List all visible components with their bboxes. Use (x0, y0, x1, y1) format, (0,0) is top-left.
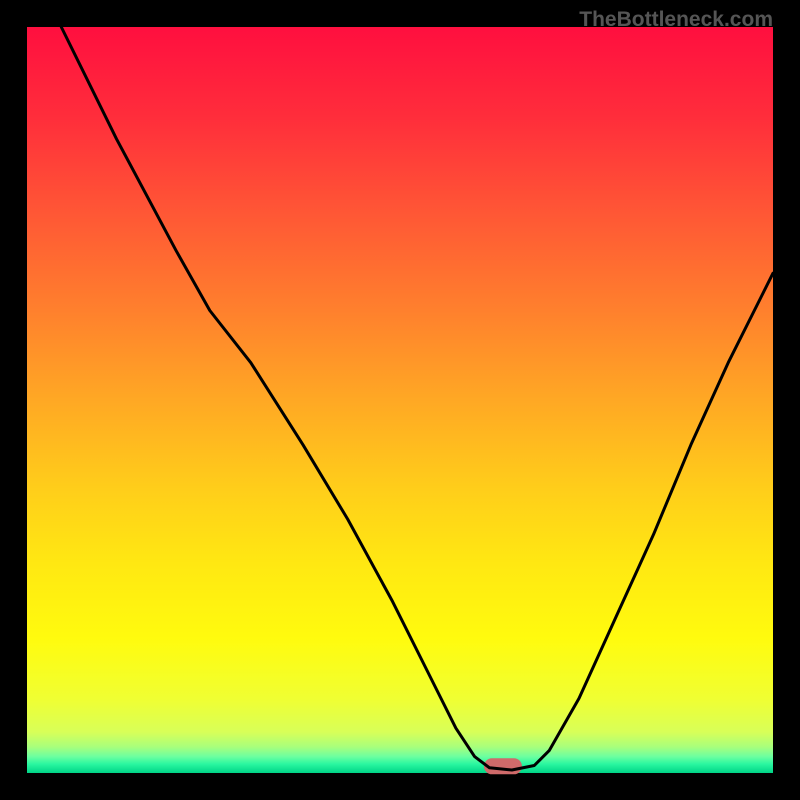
plot-svg (0, 0, 800, 800)
bottleneck-curve (61, 27, 773, 770)
watermark-text: TheBottleneck.com (579, 8, 773, 32)
optimum-marker (484, 758, 522, 774)
chart-root: TheBottleneck.com (0, 0, 800, 800)
gradient-background (27, 27, 773, 773)
